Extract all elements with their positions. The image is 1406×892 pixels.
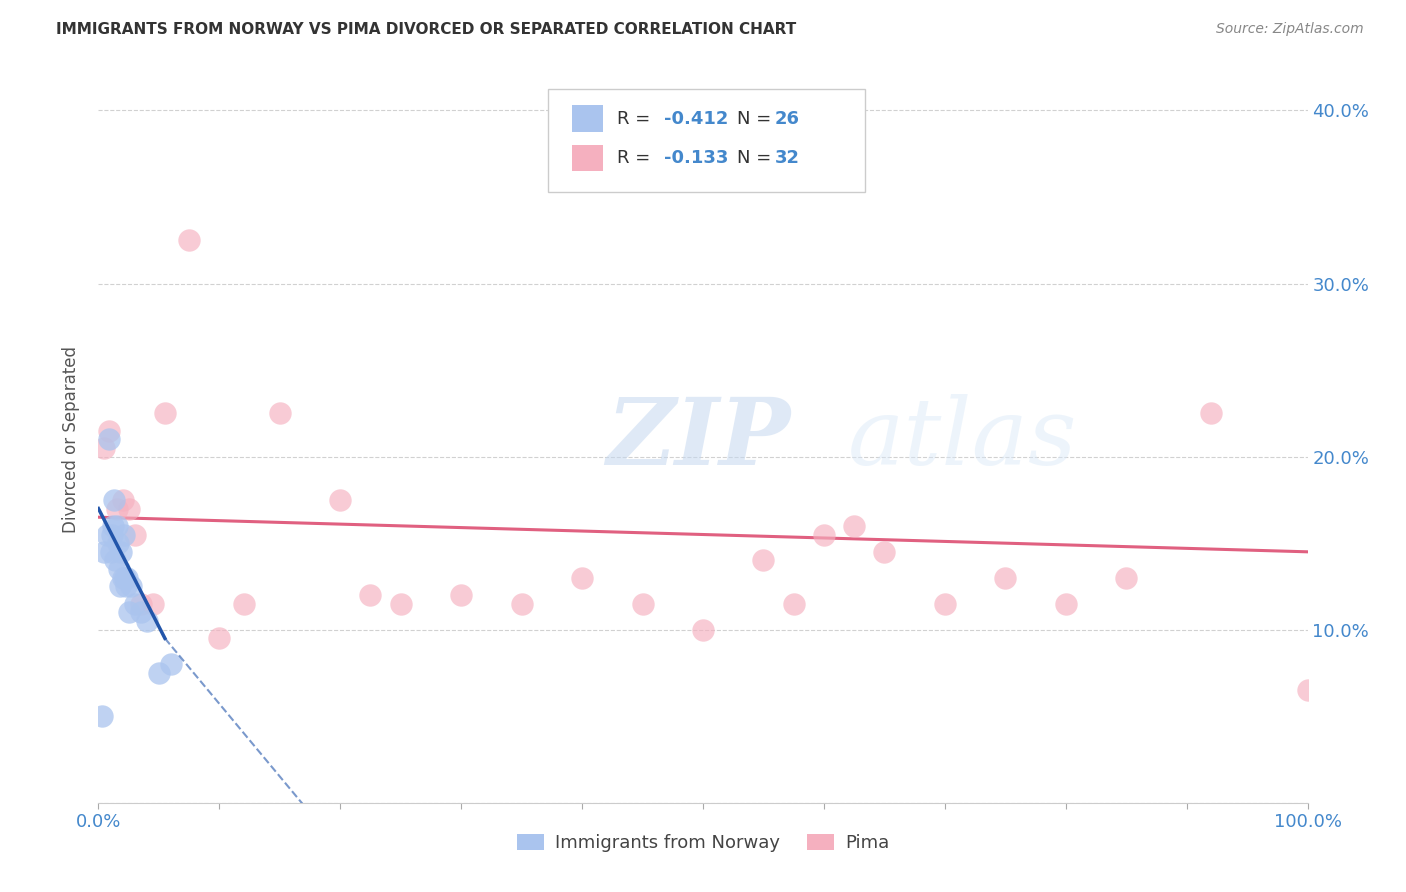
Point bbox=[107, 536, 129, 550]
Text: Source: ZipAtlas.com: Source: ZipAtlas.com bbox=[1216, 22, 1364, 37]
Point bbox=[100, 545, 122, 559]
Point bbox=[110, 545, 132, 559]
Text: atlas: atlas bbox=[848, 394, 1077, 484]
Point bbox=[120, 579, 142, 593]
Point bbox=[571, 571, 593, 585]
Point bbox=[93, 441, 115, 455]
Point bbox=[114, 571, 136, 585]
Point bbox=[148, 665, 170, 680]
Point bbox=[105, 519, 128, 533]
Text: 26: 26 bbox=[775, 110, 800, 128]
Text: -0.412: -0.412 bbox=[664, 110, 728, 128]
Point bbox=[117, 571, 139, 585]
Point bbox=[179, 233, 201, 247]
Point bbox=[104, 553, 127, 567]
Point bbox=[103, 492, 125, 507]
Point bbox=[692, 623, 714, 637]
Point bbox=[153, 406, 176, 420]
Text: IMMIGRANTS FROM NORWAY VS PIMA DIVORCED OR SEPARATED CORRELATION CHART: IMMIGRANTS FROM NORWAY VS PIMA DIVORCED … bbox=[56, 22, 796, 37]
Point bbox=[96, 527, 118, 541]
Point bbox=[934, 597, 956, 611]
Point bbox=[118, 501, 141, 516]
Text: 32: 32 bbox=[775, 149, 800, 167]
Point bbox=[1115, 571, 1137, 585]
Text: N =: N = bbox=[737, 110, 776, 128]
Point bbox=[111, 492, 134, 507]
Point bbox=[208, 632, 231, 646]
Point bbox=[100, 527, 122, 541]
Point bbox=[873, 545, 896, 559]
Point bbox=[108, 562, 131, 576]
Point bbox=[1054, 597, 1077, 611]
Point bbox=[752, 553, 775, 567]
Point bbox=[91, 709, 114, 723]
Point bbox=[93, 545, 115, 559]
Point bbox=[115, 579, 138, 593]
Text: -0.133: -0.133 bbox=[664, 149, 728, 167]
Point bbox=[813, 527, 835, 541]
Point bbox=[111, 571, 134, 585]
Point bbox=[389, 597, 412, 611]
Point bbox=[135, 614, 157, 628]
Text: N =: N = bbox=[737, 149, 776, 167]
Point bbox=[1199, 406, 1222, 420]
Point bbox=[98, 432, 121, 446]
Point bbox=[510, 597, 533, 611]
Point bbox=[108, 579, 131, 593]
Point bbox=[129, 606, 152, 620]
Legend: Immigrants from Norway, Pima: Immigrants from Norway, Pima bbox=[510, 827, 896, 859]
Point bbox=[1296, 683, 1319, 698]
Point bbox=[124, 527, 146, 541]
Point bbox=[105, 501, 128, 516]
Point bbox=[160, 657, 183, 672]
Point bbox=[142, 597, 165, 611]
Text: ZIP: ZIP bbox=[606, 394, 790, 484]
Text: R =: R = bbox=[617, 149, 657, 167]
Text: R =: R = bbox=[617, 110, 657, 128]
Point bbox=[329, 492, 352, 507]
Point bbox=[783, 597, 806, 611]
Point bbox=[98, 424, 121, 438]
Point bbox=[450, 588, 472, 602]
Point bbox=[360, 588, 382, 602]
Point bbox=[118, 606, 141, 620]
Point bbox=[112, 527, 135, 541]
Point bbox=[269, 406, 291, 420]
Y-axis label: Divorced or Separated: Divorced or Separated bbox=[62, 346, 80, 533]
Point bbox=[124, 597, 146, 611]
Point bbox=[232, 597, 254, 611]
Point bbox=[129, 597, 152, 611]
Point bbox=[101, 519, 124, 533]
Point bbox=[844, 519, 866, 533]
Point bbox=[631, 597, 654, 611]
Point bbox=[994, 571, 1017, 585]
